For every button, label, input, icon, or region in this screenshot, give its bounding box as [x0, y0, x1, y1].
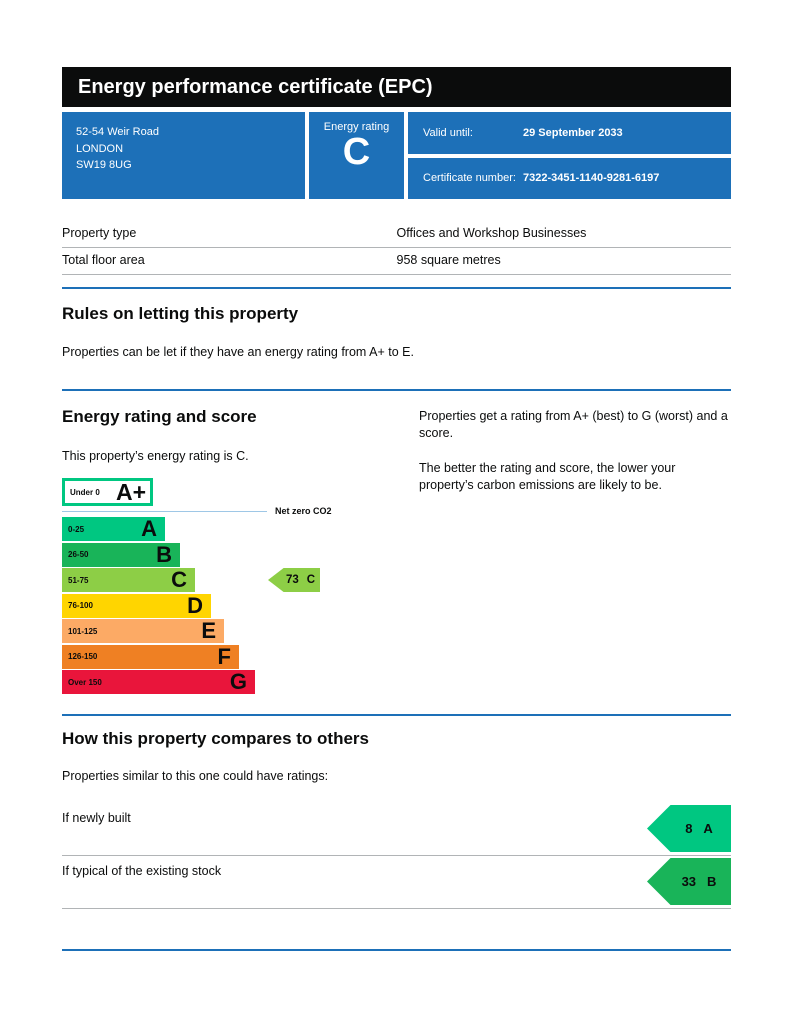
band-letter: A+ — [115, 479, 146, 505]
certificate-number-row: Certificate number: 7322-3451-1140-9281-… — [408, 157, 731, 199]
epc-document: Energy performance certificate (EPC) 52-… — [62, 67, 731, 951]
compare-letter: B — [707, 874, 717, 889]
compare-row-label: If newly built — [62, 810, 131, 825]
rating-explainer-1: Properties get a rating from A+ (best) t… — [419, 409, 728, 440]
rating-band-g: Over 150 G — [62, 670, 255, 694]
rating-section: Energy rating and score This property’s … — [62, 391, 731, 696]
band-letter: B — [156, 541, 172, 567]
certificate-number-value: 7322-3451-1140-9281-6197 — [523, 172, 660, 185]
band-range-label: 126-150 — [68, 652, 98, 661]
document-header: Energy performance certificate (EPC) — [62, 67, 731, 107]
current-rating-letter: C — [306, 574, 316, 586]
energy-rating-chart: Under 0 A+ Net zero CO2 0-25 A 26-50 B 51-75… — [62, 478, 407, 694]
rating-band-row: 51-75 C 73 C — [62, 568, 407, 592]
net-zero-label: Net zero CO2 — [275, 506, 332, 516]
rating-band-f: 126-150 F — [62, 643, 239, 669]
rating-band-row: Over 150 G — [62, 670, 407, 694]
summary-panels: 52-54 Weir Road LONDON SW19 8UG Energy r… — [62, 112, 731, 199]
address-line-3: SW19 8UG — [76, 159, 132, 171]
rating-band-row: 126-150 F — [62, 643, 407, 669]
band-range-label: 76-100 — [68, 601, 93, 610]
valid-until-row: Valid until: 29 September 2033 — [408, 112, 731, 154]
band-range-label: Over 150 — [68, 677, 102, 687]
rating-band-row: 26-50 B — [62, 541, 407, 567]
band-letter: A — [141, 516, 157, 541]
net-zero-marker: Net zero CO2 — [62, 506, 407, 516]
band-letter: F — [217, 643, 231, 669]
property-type-value: Offices and Workshop Businesses — [396, 226, 587, 240]
band-range-label: 101-125 — [68, 626, 98, 636]
rating-band-c: 51-75 C — [62, 568, 195, 592]
rating-section-heading: Energy rating and score — [62, 407, 257, 426]
certificate-number-label: Certificate number: — [423, 172, 516, 185]
rating-band-row: 76-100 D — [62, 592, 407, 618]
compare-row: If typical of the existing stock 33 B — [62, 856, 731, 909]
section-divider — [62, 389, 731, 391]
band-range-label: 26-50 — [68, 550, 89, 559]
current-rating-indicator: 73 C — [268, 568, 320, 592]
valid-until-label: Valid until: — [423, 126, 473, 139]
energy-rating-label: Energy rating — [323, 121, 390, 133]
compare-score: 8 — [685, 821, 693, 836]
table-row-floor-area: Total floor area 958 square metres — [62, 248, 731, 275]
band-letter: D — [187, 592, 203, 618]
rating-band-row: 101-125 E — [62, 619, 407, 643]
floor-area-value: 958 square metres — [396, 253, 501, 267]
compare-row: If newly built 8 A — [62, 803, 731, 856]
rating-band-d: 76-100 D — [62, 592, 211, 618]
rating-band-row: 0-25 A — [62, 517, 407, 541]
compare-section-intro: Properties similar to this one could hav… — [62, 768, 329, 783]
compare-rating-arrow: 33 B — [647, 858, 731, 905]
band-range-label: 51-75 — [68, 575, 89, 585]
section-divider — [62, 713, 731, 716]
address-panel: 52-54 Weir Road LONDON SW19 8UG — [62, 112, 305, 199]
rating-bands: 0-25 A 26-50 B 51-75 C 73 C 76-100 D 101-125 E 126-1… — [62, 517, 407, 694]
section-divider — [62, 948, 731, 951]
rating-section-right: Properties get a rating from A+ (best) t… — [419, 391, 731, 696]
band-letter: G — [229, 669, 247, 694]
compare-row-label: If typical of the existing stock — [62, 863, 222, 878]
address-line-1: 52-54 Weir Road — [76, 126, 159, 138]
rating-section-left: Energy rating and score This property’s … — [62, 391, 412, 696]
rating-section-intro: This property’s energy rating is C. — [62, 449, 249, 463]
property-type-label: Property type — [62, 226, 137, 240]
compare-score: 33 — [681, 874, 697, 889]
energy-rating-value: C — [342, 131, 371, 173]
compare-section-heading: How this property compares to others — [62, 728, 369, 748]
rating-band-a-plus: Under 0 A+ — [62, 478, 153, 506]
net-zero-line — [62, 510, 267, 512]
page-title: Energy performance certificate (EPC) — [78, 75, 433, 98]
band-letter: E — [201, 618, 216, 643]
compare-rows: If newly built 8 A If typical of the existi… — [62, 803, 731, 909]
energy-rating-panel: Energy rating C — [309, 112, 404, 199]
property-details-table: Property type Offices and Workshop Busin… — [62, 221, 731, 275]
current-rating-score: 73 — [285, 574, 299, 586]
band-range-label: Under 0 — [70, 487, 100, 497]
valid-until-value: 29 September 2033 — [523, 126, 623, 139]
floor-area-label: Total floor area — [62, 253, 145, 267]
rating-explainer-2: The better the rating and score, the low… — [419, 461, 676, 492]
rules-section-heading: Rules on letting this property — [62, 304, 299, 323]
band-letter: C — [171, 567, 187, 592]
certificate-meta-panel: Valid until: 29 September 2033 Certifica… — [408, 112, 731, 199]
compare-letter: A — [703, 821, 713, 836]
rating-band-e: 101-125 E — [62, 619, 224, 643]
rules-section-body: Properties can be let if they have an en… — [62, 345, 414, 359]
address-line-2: LONDON — [76, 142, 124, 155]
rating-band-b: 26-50 B — [62, 541, 180, 567]
section-divider — [62, 287, 731, 289]
band-range-label: 0-25 — [68, 524, 85, 534]
table-row-property-type: Property type Offices and Workshop Busin… — [62, 221, 731, 248]
rating-band-a: 0-25 A — [62, 517, 165, 541]
